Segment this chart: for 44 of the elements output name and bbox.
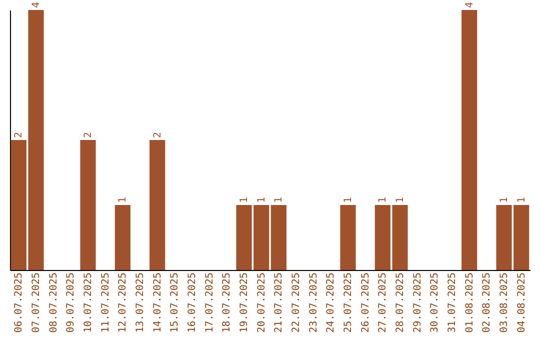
data-label: 1 [256,196,268,203]
x-tick-label: 16.07.2025 [187,272,198,333]
x-tick-label: 19.07.2025 [239,272,250,333]
x-tick-label: 18.07.2025 [222,272,233,333]
x-tick-label: 22.07.2025 [291,272,302,333]
data-label: 4 [31,2,42,8]
data-label: 4 [464,2,476,8]
x-tick-label: 08.07.2025 [48,272,60,333]
x-tick-label: 12.07.2025 [118,272,129,333]
data-label: 1 [516,196,528,203]
data-label: 2 [152,132,164,138]
x-tick-label: 11.07.2025 [100,272,112,333]
x-tick-label: 28.07.2025 [395,272,406,333]
x-tick-label: 27.07.2025 [378,272,389,333]
data-label: 1 [343,196,354,203]
x-tick-label: 09.07.2025 [66,272,77,333]
x-tick-label: 07.07.2025 [31,272,42,333]
x-tick-label: 01.08.2025 [464,272,476,333]
data-label: 1 [239,196,250,203]
x-tick-label: 21.07.2025 [274,272,285,333]
x-tick-label: 26.07.2025 [360,272,372,333]
data-label: 1 [499,196,510,203]
x-tick-label: 03.08.2025 [499,272,510,333]
data-label: 1 [395,196,406,203]
x-tick-label: 30.07.2025 [430,272,441,333]
x-tick-label: 14.07.2025 [152,272,164,333]
x-tick-label: 31.07.2025 [447,272,458,333]
data-label: 1 [118,196,129,203]
x-tick-label: 06.07.2025 [14,272,25,333]
x-tick-label: 24.07.2025 [326,272,337,333]
data-label: 1 [274,196,285,203]
x-tick-label: 10.07.2025 [83,272,94,333]
x-tick-label: 15.07.2025 [170,272,181,333]
data-label: 1 [378,196,389,203]
x-tick-label: 17.07.2025 [204,272,216,333]
x-tick-label: 20.07.2025 [256,272,268,333]
data-label: 2 [83,132,94,138]
x-tick-label: 23.07.2025 [308,272,320,333]
x-tick-label: 29.07.2025 [412,272,424,333]
x-tick-label: 02.08.2025 [482,272,493,333]
x-tick-label: 13.07.2025 [135,272,146,333]
x-tick-label: 25.07.2025 [343,272,354,333]
x-tick-label: 04.08.2025 [516,272,528,333]
data-label: 2 [14,132,25,138]
